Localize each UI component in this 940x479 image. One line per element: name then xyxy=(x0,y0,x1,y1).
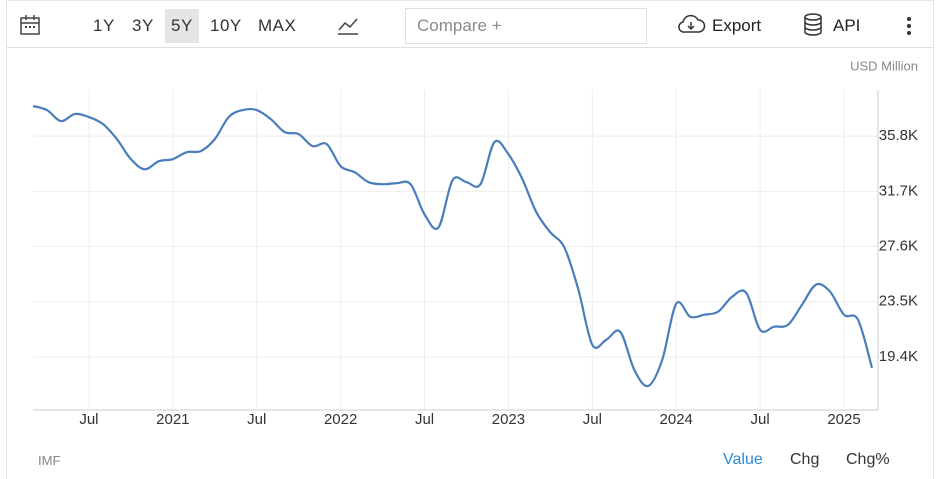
api-button[interactable]: API xyxy=(833,16,861,35)
x-tick-label: Jul xyxy=(415,411,434,428)
x-tick-label: 2023 xyxy=(492,411,525,428)
x-tick-label: 2021 xyxy=(156,411,189,428)
y-tick-label: 35.8K xyxy=(879,127,918,144)
footer-tab[interactable]: Chg% xyxy=(846,451,890,468)
x-tick-label: Jul xyxy=(247,411,266,428)
x-tick-label: 2022 xyxy=(324,411,357,428)
chart-frame xyxy=(6,48,934,479)
toolbar: 1Y 3Y 5Y 10Y MAX Compare + Export API xyxy=(6,0,934,48)
range-button[interactable]: 3Y xyxy=(132,16,154,35)
y-tick-label: 27.6K xyxy=(879,237,918,254)
y-tick-label: 31.7K xyxy=(879,182,918,199)
unit-label: USD Million xyxy=(850,58,918,73)
menu-icon[interactable] xyxy=(905,16,913,36)
footer-tab[interactable]: Value xyxy=(723,451,763,468)
chart-type-icon[interactable] xyxy=(337,14,359,36)
x-tick-label: 2024 xyxy=(660,411,693,428)
x-tick-label: 2025 xyxy=(827,411,860,428)
export-icon[interactable] xyxy=(677,14,707,36)
api-icon[interactable] xyxy=(803,13,823,37)
source: IMF xyxy=(38,453,61,468)
range-button[interactable]: 10Y xyxy=(210,16,242,35)
range-button[interactable]: MAX xyxy=(258,16,297,35)
x-tick-label: Jul xyxy=(79,411,98,428)
x-tick-label: Jul xyxy=(583,411,602,428)
calendar-icon[interactable] xyxy=(19,14,41,36)
series-line xyxy=(32,104,874,388)
chart: USD Million 19.4K 23.5K 27.6K 31.7K 35.8K Jul… xyxy=(32,58,918,428)
export-button[interactable]: Export xyxy=(712,16,762,35)
range-button[interactable]: 5Y xyxy=(165,9,199,43)
compare-input[interactable]: Compare + xyxy=(405,8,647,44)
range-button[interactable]: 1Y xyxy=(93,16,115,35)
footer-tab[interactable]: Chg xyxy=(790,451,820,468)
x-tick-label: Jul xyxy=(751,411,770,428)
y-tick-label: 19.4K xyxy=(879,348,918,365)
y-tick-label: 23.5K xyxy=(879,293,918,310)
